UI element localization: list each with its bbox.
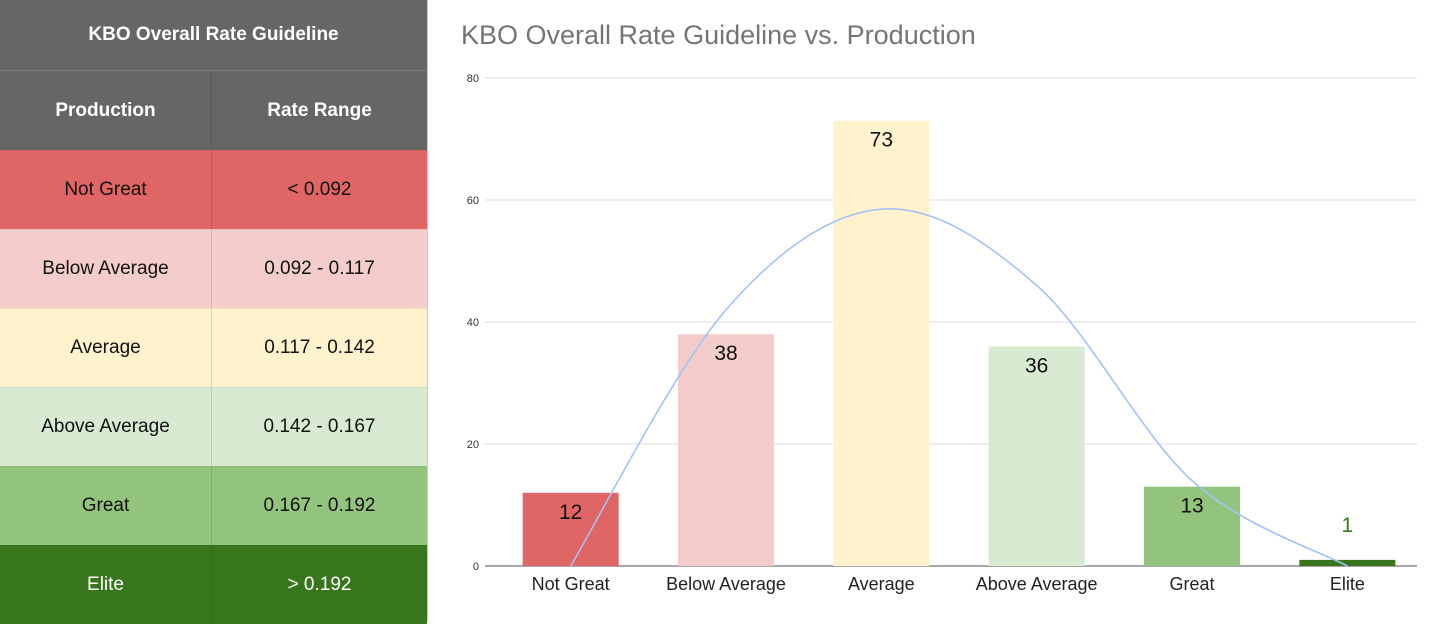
table-row: Elite > 0.192 — [0, 545, 427, 624]
production-cell: Below Average — [0, 230, 212, 308]
production-cell: Not Great — [0, 151, 212, 229]
production-cell: Above Average — [0, 388, 212, 466]
rate-range-cell: 0.117 - 0.142 — [264, 337, 375, 358]
bar — [1299, 559, 1396, 566]
y-tick-label: 20 — [467, 439, 479, 451]
chart-title: KBO Overall Rate Guideline vs. Productio… — [461, 20, 976, 50]
table-title: KBO Overall Rate Guideline — [0, 0, 427, 71]
header-production: Production — [0, 71, 212, 150]
bar — [833, 120, 930, 566]
data-label: 13 — [1180, 495, 1203, 518]
table-header-row: Production Rate Range — [0, 71, 427, 150]
rate-range-cell: 0.167 - 0.192 — [263, 495, 376, 516]
header-rate-range: Rate Range — [267, 99, 372, 121]
x-tick-label: Above Average — [976, 574, 1098, 594]
table-row: Average 0.117 - 0.142 — [0, 308, 427, 387]
y-tick-label: 80 — [467, 73, 479, 85]
bar-chart: 0 20 40 60 80 Not Great 12 Below Average 38 Avera… — [467, 73, 1417, 594]
x-tick-label: Average — [848, 574, 915, 594]
x-tick-label: Elite — [1330, 574, 1365, 594]
x-tick-label: Not Great — [532, 574, 610, 594]
bar — [1144, 486, 1240, 566]
rate-range-cell: 0.092 - 0.117 — [264, 258, 375, 279]
table-row: Above Average 0.142 - 0.167 — [0, 387, 427, 466]
production-cell: Elite — [0, 546, 212, 624]
table-body: Not Great < 0.092 Below Average 0.092 - 0.1… — [0, 150, 427, 624]
rate-range-cell: < 0.092 — [287, 179, 352, 200]
table-row: Below Average 0.092 - 0.117 — [0, 229, 427, 308]
data-label: 38 — [714, 342, 737, 365]
bar — [678, 334, 774, 566]
rate-range-cell: > 0.192 — [287, 574, 352, 595]
data-label: 12 — [559, 501, 582, 524]
bar — [522, 492, 619, 566]
production-cell: Average — [0, 309, 212, 387]
data-label: 36 — [1025, 354, 1048, 377]
chart-panel: KBO Overall Rate Guideline vs. Productio… — [429, 0, 1446, 621]
y-tick-label: 60 — [467, 195, 479, 207]
rate-guideline-table: KBO Overall Rate Guideline Production Ra… — [0, 0, 428, 624]
production-cell: Great — [0, 467, 212, 545]
bar — [988, 346, 1085, 566]
x-tick-label: Great — [1169, 574, 1214, 594]
x-tick-label: Below Average — [666, 574, 786, 594]
rate-range-cell: 0.142 - 0.167 — [263, 416, 376, 437]
data-label: 1 — [1341, 514, 1353, 537]
table-row: Great 0.167 - 0.192 — [0, 466, 427, 545]
data-label: 73 — [870, 129, 893, 152]
y-tick-label: 0 — [473, 561, 479, 573]
trendline — [569, 208, 1348, 567]
y-tick-label: 40 — [467, 317, 479, 329]
table-row: Not Great < 0.092 — [0, 150, 427, 229]
